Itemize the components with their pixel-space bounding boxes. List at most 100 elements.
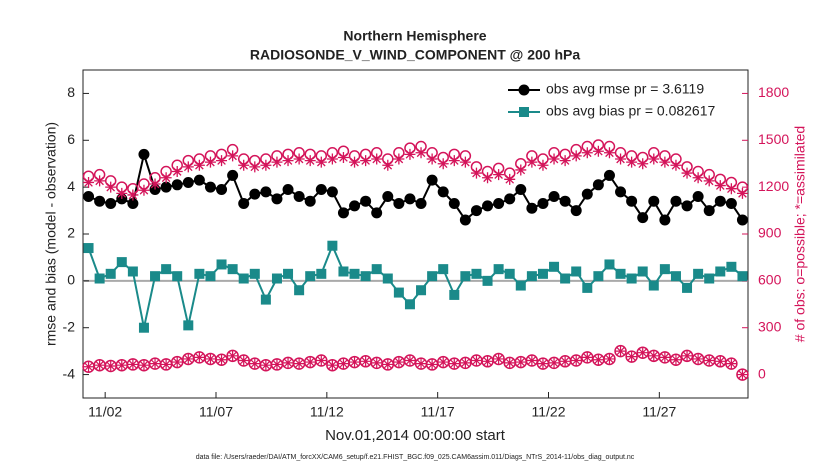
- point-star: [581, 351, 593, 363]
- point: [326, 358, 339, 372]
- point-star: [670, 354, 682, 366]
- legend-label: obs avg rmse pr = 3.6119: [546, 81, 704, 97]
- point: [204, 181, 216, 193]
- point: [404, 299, 415, 310]
- point-star: [371, 357, 383, 369]
- point: [349, 200, 361, 212]
- point: [514, 355, 528, 369]
- point: [526, 202, 538, 214]
- x-tick-label: 11/22: [532, 404, 566, 420]
- point: [371, 207, 383, 219]
- point: [515, 183, 527, 195]
- point-star: [504, 357, 516, 369]
- point: [160, 172, 172, 184]
- point-star: [736, 369, 748, 381]
- point: [504, 268, 515, 279]
- point: [116, 187, 128, 199]
- point: [637, 266, 648, 277]
- point-star: [293, 358, 305, 370]
- point: [559, 155, 571, 167]
- point: [360, 155, 372, 167]
- point: [238, 159, 250, 171]
- point: [518, 84, 530, 96]
- point: [183, 320, 194, 331]
- point-star: [315, 355, 327, 367]
- point: [493, 198, 505, 210]
- point: [416, 285, 427, 296]
- point: [647, 349, 661, 363]
- point: [294, 285, 305, 296]
- point: [360, 195, 372, 207]
- point: [172, 271, 183, 282]
- point: [582, 282, 593, 293]
- point: [260, 159, 272, 171]
- point: [371, 264, 382, 275]
- point: [537, 159, 549, 171]
- point: [482, 275, 493, 286]
- point: [382, 273, 393, 284]
- point: [349, 156, 361, 168]
- point: [292, 357, 306, 370]
- point: [702, 354, 716, 367]
- point: [249, 268, 260, 279]
- point: [115, 358, 129, 372]
- point: [83, 176, 95, 188]
- point: [636, 346, 649, 359]
- point: [204, 352, 217, 366]
- point: [327, 240, 338, 251]
- point-star: [204, 353, 216, 365]
- point-star: [537, 358, 549, 370]
- point: [170, 355, 184, 369]
- point: [637, 212, 649, 224]
- point: [282, 155, 294, 167]
- point: [526, 271, 537, 282]
- point: [592, 179, 604, 191]
- point: [604, 259, 615, 270]
- point: [138, 184, 150, 196]
- point: [393, 153, 405, 165]
- x-axis-label: Nov.01,2014 00:00:00 start: [325, 427, 506, 444]
- point-star: [182, 353, 194, 365]
- point: [437, 186, 449, 198]
- point: [182, 161, 194, 173]
- point-star: [570, 355, 582, 367]
- point-star: [171, 356, 183, 368]
- point: [581, 188, 593, 200]
- point: [603, 169, 615, 181]
- point: [248, 357, 262, 370]
- point: [404, 193, 416, 205]
- point-star: [559, 355, 571, 367]
- point: [558, 355, 572, 368]
- y-tick-label: -2: [63, 318, 76, 334]
- y-tick-label: 4: [67, 178, 75, 194]
- point-star: [448, 358, 460, 370]
- point: [448, 198, 460, 210]
- x-tick-label: 11/12: [310, 404, 344, 420]
- point: [159, 358, 173, 371]
- point-star: [404, 355, 416, 367]
- x-tick-label: 11/17: [421, 404, 455, 420]
- y2-axis-label: # of obs: o=possible; *=assimilated: [792, 126, 808, 342]
- point-star: [238, 355, 250, 367]
- point: [625, 350, 638, 363]
- y2-tick-label: 1500: [758, 131, 789, 147]
- point: [470, 167, 482, 179]
- series-line: [87, 243, 744, 328]
- point: [83, 191, 95, 203]
- point: [171, 166, 183, 178]
- point: [659, 264, 670, 275]
- point: [536, 357, 550, 370]
- point: [715, 266, 726, 277]
- point: [148, 357, 162, 370]
- point: [204, 156, 216, 168]
- point-star: [703, 355, 715, 367]
- point: [626, 156, 638, 168]
- point-star: [692, 353, 704, 365]
- point: [547, 356, 561, 370]
- point: [127, 189, 139, 201]
- point: [693, 268, 704, 279]
- point: [260, 294, 271, 305]
- point: [703, 205, 715, 217]
- point: [83, 243, 94, 254]
